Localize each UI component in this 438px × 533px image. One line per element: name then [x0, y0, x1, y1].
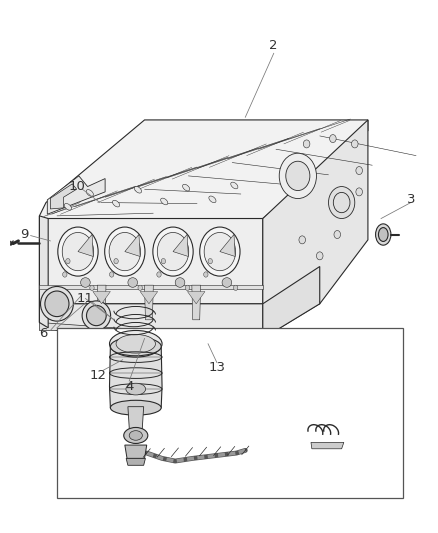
Ellipse shape: [279, 154, 316, 199]
Ellipse shape: [58, 227, 98, 276]
Ellipse shape: [157, 232, 189, 271]
Ellipse shape: [286, 161, 310, 191]
Ellipse shape: [161, 259, 166, 264]
Ellipse shape: [81, 278, 90, 287]
Polygon shape: [128, 407, 144, 434]
Ellipse shape: [116, 335, 155, 353]
Ellipse shape: [378, 228, 388, 241]
Ellipse shape: [204, 272, 208, 277]
Polygon shape: [39, 301, 320, 338]
Ellipse shape: [356, 188, 362, 196]
Polygon shape: [50, 184, 77, 209]
Ellipse shape: [110, 330, 162, 357]
Ellipse shape: [334, 230, 341, 239]
Ellipse shape: [134, 187, 141, 193]
Ellipse shape: [126, 383, 145, 395]
Polygon shape: [39, 216, 48, 328]
Polygon shape: [39, 219, 263, 304]
Ellipse shape: [204, 232, 236, 271]
Ellipse shape: [90, 285, 94, 290]
Text: 9: 9: [20, 228, 28, 241]
Polygon shape: [39, 285, 263, 289]
Ellipse shape: [183, 184, 190, 191]
Ellipse shape: [303, 140, 310, 148]
Ellipse shape: [316, 252, 323, 260]
Ellipse shape: [86, 190, 93, 196]
Text: 11: 11: [77, 292, 94, 305]
Ellipse shape: [82, 301, 110, 330]
Ellipse shape: [233, 285, 238, 290]
Ellipse shape: [157, 272, 161, 277]
Polygon shape: [220, 235, 235, 256]
Text: 13: 13: [208, 361, 225, 374]
Ellipse shape: [209, 196, 216, 203]
Ellipse shape: [329, 134, 336, 142]
Ellipse shape: [62, 232, 94, 271]
Polygon shape: [125, 235, 140, 256]
Ellipse shape: [138, 285, 142, 290]
Polygon shape: [145, 285, 153, 320]
Polygon shape: [126, 458, 145, 465]
Text: 6: 6: [39, 327, 48, 340]
Ellipse shape: [110, 272, 114, 277]
Ellipse shape: [45, 291, 69, 317]
Polygon shape: [140, 292, 158, 304]
Polygon shape: [192, 285, 201, 320]
Ellipse shape: [175, 278, 185, 287]
Text: 2: 2: [269, 39, 278, 52]
Ellipse shape: [64, 204, 71, 210]
Polygon shape: [78, 235, 93, 256]
Polygon shape: [110, 346, 162, 408]
Text: 10: 10: [68, 180, 85, 193]
Bar: [57, 328, 403, 498]
Ellipse shape: [128, 278, 138, 287]
Ellipse shape: [328, 187, 355, 219]
Polygon shape: [263, 266, 320, 338]
Polygon shape: [263, 120, 368, 304]
Ellipse shape: [129, 431, 142, 440]
Polygon shape: [47, 176, 105, 214]
Ellipse shape: [110, 337, 161, 356]
Text: 3: 3: [407, 193, 416, 206]
Ellipse shape: [299, 236, 305, 244]
Polygon shape: [173, 235, 188, 256]
Polygon shape: [311, 442, 344, 449]
Text: 12: 12: [90, 369, 107, 382]
Ellipse shape: [66, 259, 70, 264]
Ellipse shape: [114, 259, 118, 264]
Ellipse shape: [222, 278, 232, 287]
Polygon shape: [93, 292, 110, 304]
Polygon shape: [11, 241, 13, 245]
Text: 4: 4: [125, 380, 134, 393]
Ellipse shape: [110, 400, 161, 415]
Ellipse shape: [333, 192, 350, 213]
Polygon shape: [97, 285, 106, 320]
Ellipse shape: [356, 166, 362, 175]
Ellipse shape: [86, 305, 106, 326]
Ellipse shape: [105, 227, 145, 276]
Ellipse shape: [153, 227, 193, 276]
Polygon shape: [125, 445, 147, 458]
Ellipse shape: [124, 427, 148, 443]
Ellipse shape: [351, 140, 358, 148]
Ellipse shape: [113, 200, 120, 207]
Polygon shape: [39, 288, 263, 338]
Ellipse shape: [231, 182, 238, 189]
Ellipse shape: [185, 285, 190, 290]
Ellipse shape: [40, 287, 74, 321]
Ellipse shape: [63, 272, 67, 277]
Ellipse shape: [121, 334, 137, 350]
Ellipse shape: [124, 337, 134, 348]
Polygon shape: [187, 292, 205, 304]
Ellipse shape: [375, 224, 391, 245]
Ellipse shape: [208, 259, 212, 264]
Ellipse shape: [161, 198, 168, 205]
Ellipse shape: [200, 227, 240, 276]
Ellipse shape: [109, 232, 141, 271]
Polygon shape: [39, 120, 368, 219]
